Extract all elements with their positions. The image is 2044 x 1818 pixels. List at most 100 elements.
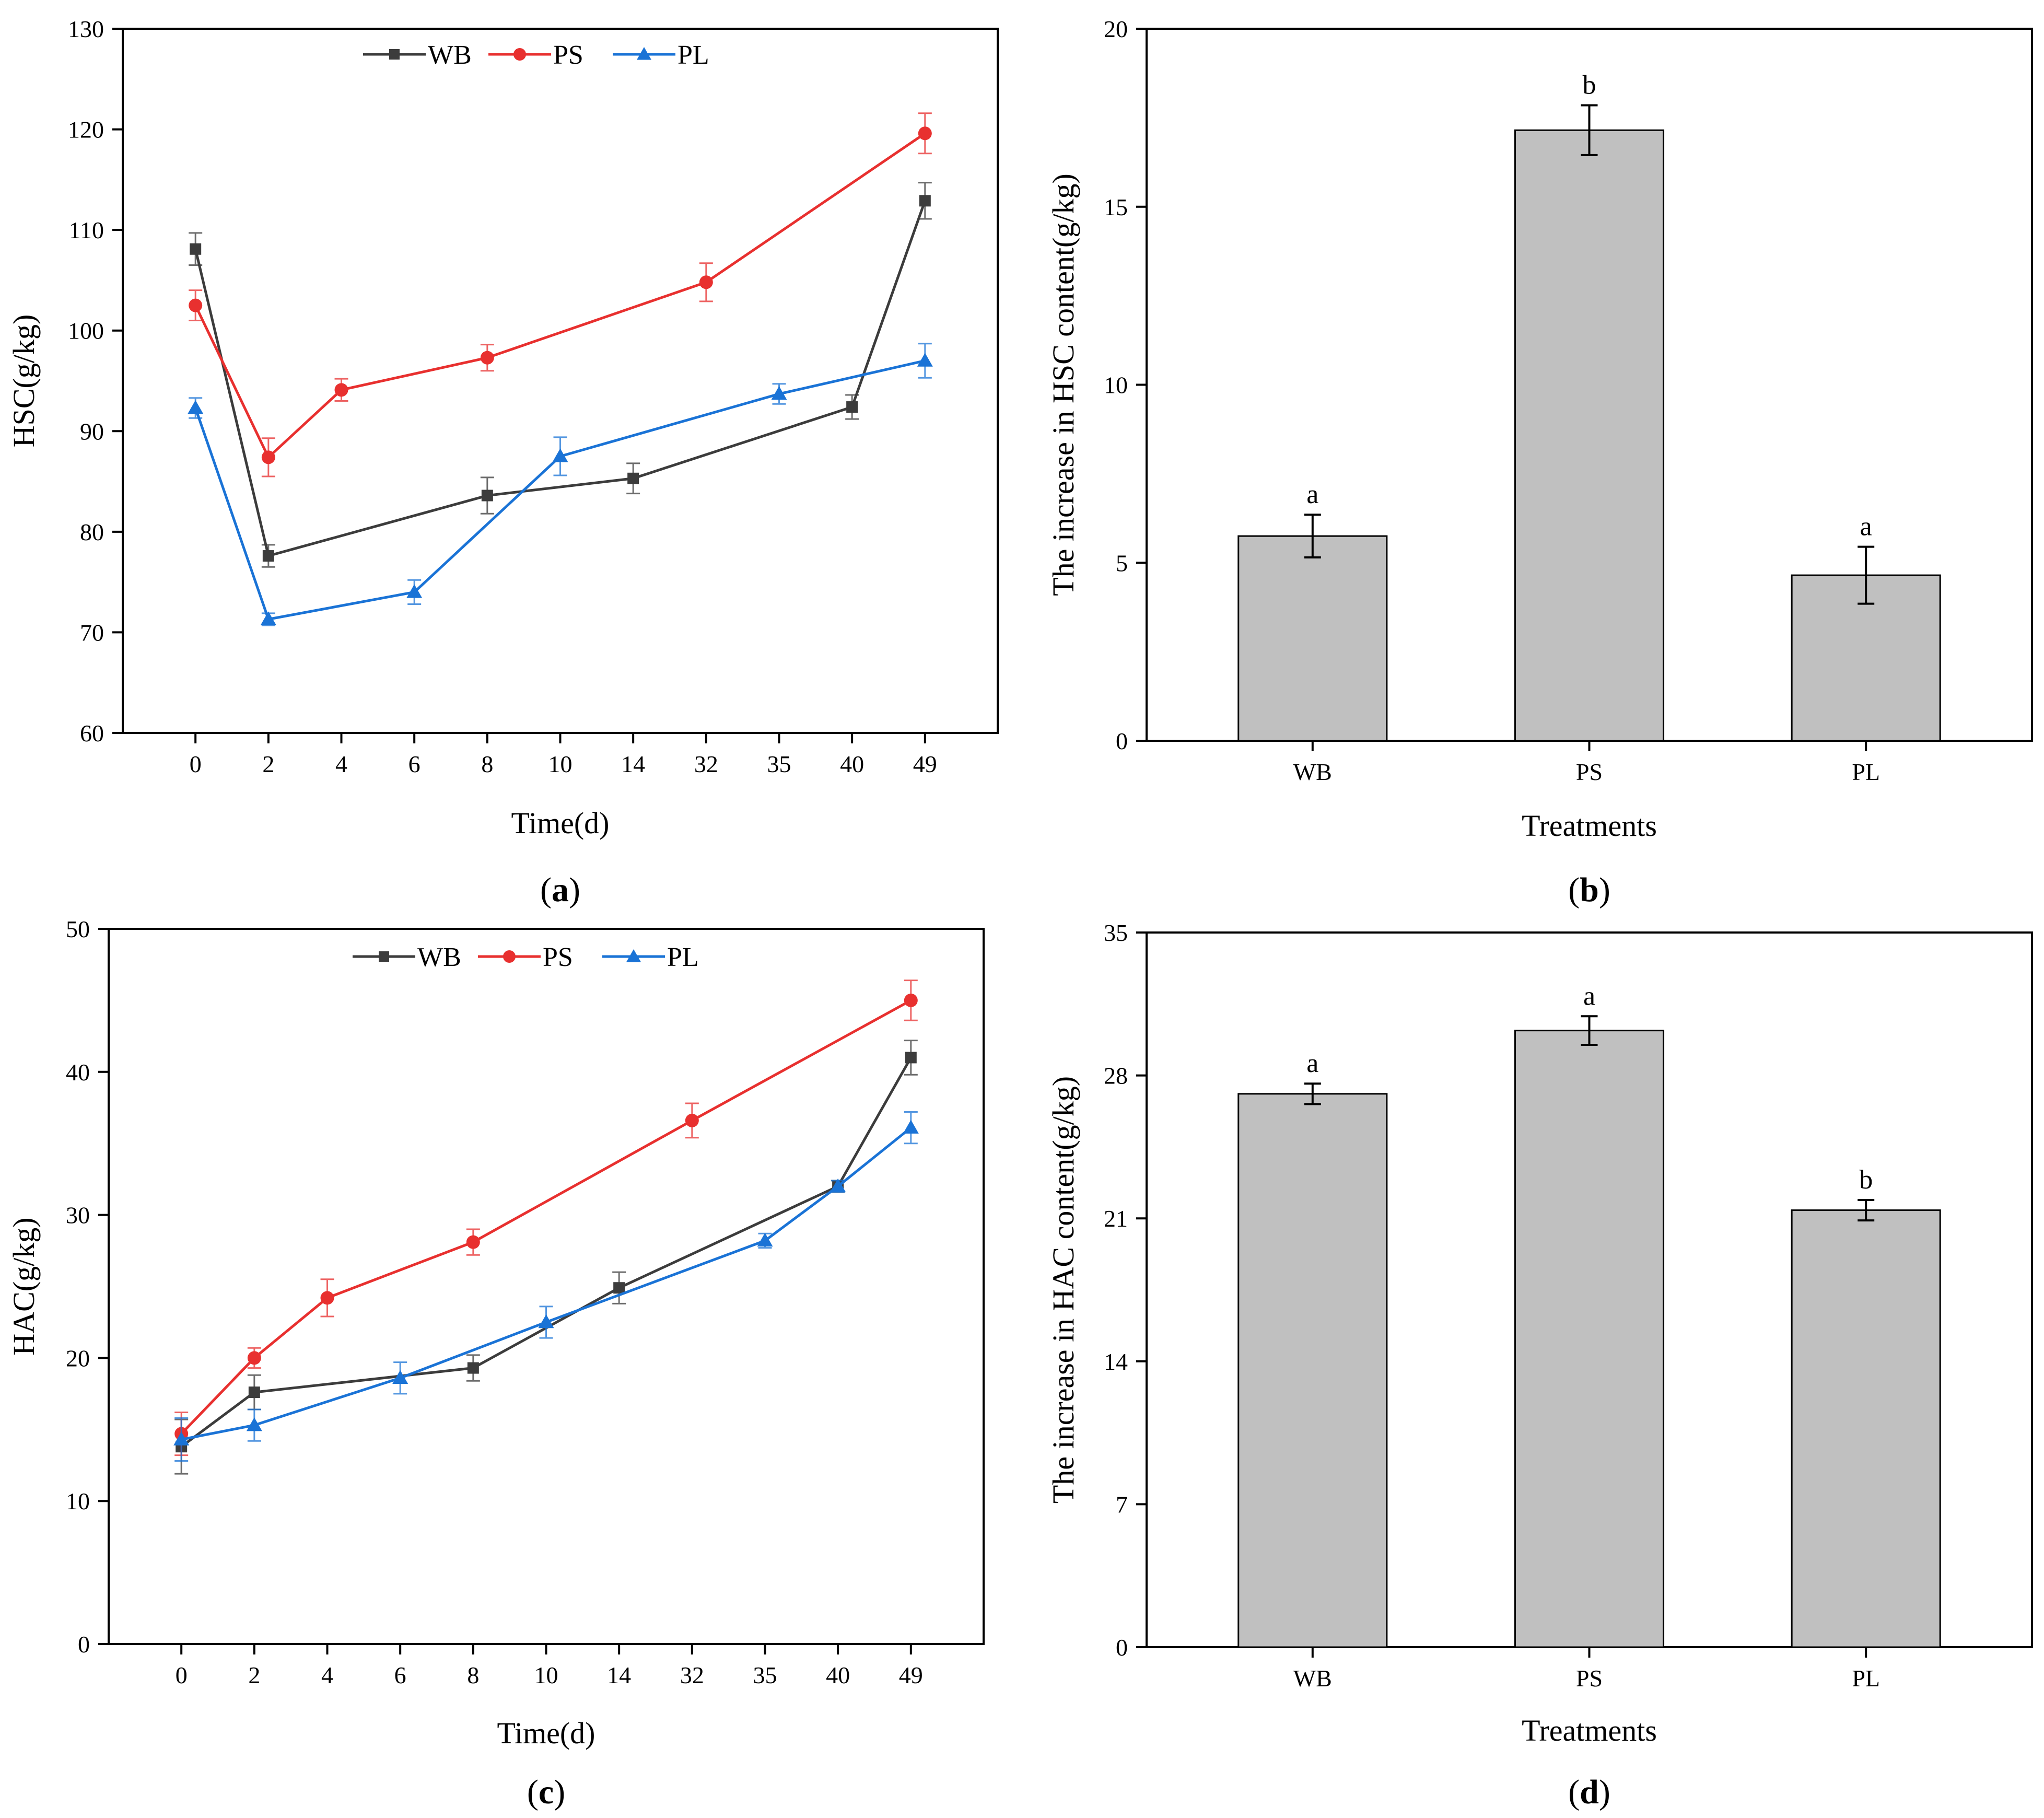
pl-point	[246, 1417, 262, 1431]
y-tick-label: 28	[1104, 1063, 1128, 1089]
series-pl	[173, 1111, 919, 1462]
y-tick-label: 60	[80, 720, 104, 747]
pl-point	[392, 1370, 408, 1384]
legend-ps-label: PS	[543, 942, 573, 972]
panel-label-letter: b	[1580, 871, 1599, 909]
y-tick-label: 20	[66, 1345, 90, 1371]
series-pl	[188, 343, 933, 626]
pl-point	[188, 400, 204, 414]
ps-point	[466, 1235, 480, 1249]
legend-pl-label: PL	[667, 942, 699, 972]
legend-pl-marker	[637, 47, 651, 60]
y-tick-label: 0	[1116, 728, 1128, 754]
y-tick-label: 90	[80, 418, 104, 445]
pl-point	[757, 1232, 773, 1247]
pl-point	[260, 611, 276, 625]
x-tick-label: 2	[262, 751, 274, 777]
x-tick-label: 0	[190, 751, 202, 777]
pl-point	[173, 1431, 190, 1446]
panel-label: (a)	[540, 871, 580, 909]
significance-letter: a	[1583, 981, 1595, 1011]
series-pl-line	[194, 359, 926, 621]
ps-point	[320, 1291, 334, 1305]
x-tick-label: 35	[753, 1662, 777, 1688]
x-tick-label: PS	[1576, 1665, 1603, 1692]
significance-letter: b	[1859, 1165, 1873, 1195]
panel-label-close: )	[1599, 871, 1610, 909]
series-wb-line	[180, 1057, 912, 1448]
y-tick-label: 110	[69, 217, 104, 243]
wb-point	[262, 550, 274, 562]
legend-wb-marker	[389, 49, 400, 60]
y-tick-label: 5	[1116, 550, 1128, 576]
panel-label: (d)	[1568, 1773, 1610, 1811]
wb-point	[613, 1282, 625, 1294]
panel-label-close: )	[554, 1773, 565, 1811]
wb-point	[846, 401, 858, 413]
panel-label-open: (	[540, 871, 552, 909]
panel-b-bar-chart: 0 5 10 15 20 The increase in HSC content(g/kg…	[1046, 16, 2033, 909]
bar-ps	[1514, 129, 1665, 742]
x-tick-label: WB	[1293, 1665, 1332, 1692]
y-tick-label: 14	[1104, 1348, 1128, 1375]
bar-wb	[1237, 535, 1388, 742]
y-tick-label: 10	[66, 1488, 90, 1514]
x-tick-label: 8	[481, 751, 493, 777]
ps-point	[247, 1351, 261, 1365]
wb-point	[905, 1052, 917, 1064]
y-tick-label: 21	[1104, 1205, 1128, 1232]
panel-a-line-chart: 60 70 80 90 100 110 120 130 HSC(g/kg) Time(d) (a) 0…	[7, 16, 999, 909]
x-axis-label: Time(d)	[511, 806, 610, 840]
wb-point	[919, 195, 931, 207]
ps-point	[261, 450, 275, 464]
panel-label-letter: a	[552, 871, 569, 909]
series-wb-line	[194, 200, 927, 558]
panel-label-close: )	[569, 871, 580, 909]
ps-point	[904, 993, 918, 1007]
pl-point	[771, 386, 787, 400]
legend: WB PS PL	[363, 40, 709, 70]
y-tick-label: 20	[1104, 16, 1128, 42]
x-tick-label: 10	[548, 751, 573, 777]
significance-letter: a	[1860, 512, 1872, 542]
x-tick-label: 8	[467, 1662, 479, 1688]
x-tick-label: 4	[321, 1662, 333, 1688]
legend-ps-marker	[503, 950, 516, 963]
y-axis-label: The increase in HAC content(g/kg)	[1046, 1076, 1080, 1504]
x-tick-label: PL	[1852, 759, 1880, 785]
ps-point	[334, 383, 348, 397]
ps-point	[918, 126, 932, 141]
panel-label-open: (	[1568, 1773, 1580, 1811]
series-ps	[174, 980, 918, 1456]
legend-wb-label: WB	[428, 40, 472, 70]
panel-label-letter: d	[1580, 1773, 1599, 1811]
x-tick-label: 0	[176, 1662, 188, 1688]
pl-point	[903, 1120, 919, 1134]
panel-label-open: (	[1568, 871, 1580, 909]
legend-ps-label: PS	[553, 40, 583, 70]
panel-label-letter: c	[539, 1773, 554, 1811]
legend-wb-label: WB	[417, 942, 461, 972]
x-tick-label: 49	[913, 751, 937, 777]
series-pl-line	[181, 1126, 912, 1441]
significance-letter: b	[1583, 71, 1596, 100]
legend-pl-label: PL	[678, 40, 709, 70]
panel-label: (c)	[527, 1773, 565, 1811]
plot-frame	[108, 928, 985, 1645]
wb-point	[467, 1362, 479, 1374]
legend-ps-marker	[513, 48, 526, 61]
significance-letter: a	[1306, 1048, 1318, 1078]
y-tick-label: 0	[78, 1631, 90, 1658]
x-axis-label: Treatments	[1522, 809, 1657, 843]
bar-wb	[1237, 1093, 1388, 1648]
ps-point	[699, 275, 713, 289]
panel-label: (b)	[1568, 871, 1610, 909]
x-tick-label: 14	[621, 751, 645, 777]
wb-point	[248, 1386, 260, 1399]
x-tick-label: 40	[840, 751, 864, 777]
y-tick-label: 40	[66, 1059, 90, 1086]
wb-point	[627, 472, 639, 484]
y-tick-label: 80	[80, 519, 104, 545]
pl-point	[830, 1178, 846, 1193]
x-tick-label: 32	[680, 1662, 704, 1688]
